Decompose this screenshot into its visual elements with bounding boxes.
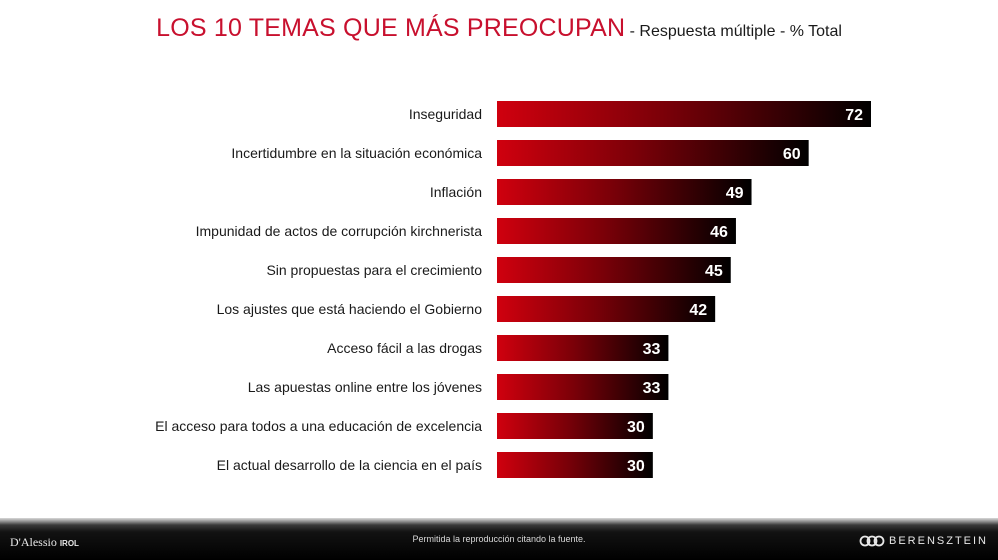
category-label: Impunidad de actos de corrupción kirchne… bbox=[196, 223, 483, 239]
chart-title: LOS 10 TEMAS QUE MÁS PREOCUPAN bbox=[156, 14, 626, 42]
bar bbox=[497, 218, 736, 244]
category-label: Sin propuestas para el crecimiento bbox=[266, 262, 482, 278]
bar bbox=[497, 296, 716, 322]
bar-value-label: 30 bbox=[627, 458, 645, 475]
berensztein-logo-text: BERENSZTEIN bbox=[888, 535, 988, 547]
bar-value-label: 42 bbox=[689, 302, 707, 319]
berensztein-logo: BERENSZTEIN bbox=[859, 535, 988, 547]
footer-bar: D'Alessio IROL Permitida la reproducción… bbox=[0, 518, 998, 560]
bar bbox=[497, 374, 669, 400]
bar-value-label: 30 bbox=[627, 419, 645, 436]
category-label: Las apuestas online entre los jóvenes bbox=[248, 379, 482, 395]
category-label: Incertidumbre en la situación económica bbox=[231, 145, 482, 161]
bar-value-label: 45 bbox=[705, 263, 723, 280]
bar bbox=[497, 413, 653, 439]
bar-value-label: 33 bbox=[643, 380, 661, 397]
bar-value-label: 46 bbox=[710, 224, 728, 241]
category-label: El actual desarrollo de la ciencia en el… bbox=[217, 457, 482, 473]
dalessio-logo-text: D'Alessio bbox=[10, 535, 57, 549]
category-label: Los ajustes que está haciendo el Gobiern… bbox=[217, 301, 483, 317]
dalessio-logo: D'Alessio IROL bbox=[10, 535, 79, 550]
category-label: Inseguridad bbox=[409, 106, 482, 122]
bar-value-label: 60 bbox=[783, 146, 801, 163]
category-label: Inflación bbox=[430, 184, 482, 200]
bar-value-label: 49 bbox=[726, 185, 744, 202]
bar-value-label: 33 bbox=[643, 341, 661, 358]
bar bbox=[497, 452, 653, 478]
bar bbox=[497, 179, 752, 205]
category-label: El acceso para todos a una educación de … bbox=[155, 418, 482, 434]
bar bbox=[497, 101, 871, 127]
bar bbox=[497, 140, 809, 166]
bar bbox=[497, 335, 669, 361]
reproduction-notice: Permitida la reproducción citando la fue… bbox=[412, 534, 586, 544]
bar bbox=[497, 257, 731, 283]
chart-subtitle: - Respuesta múltiple - % Total bbox=[625, 23, 842, 40]
berensztein-mark-icon bbox=[859, 535, 885, 547]
chart-title-block: LOS 10 TEMAS QUE MÁS PREOCUPAN - Respues… bbox=[0, 14, 998, 43]
irol-logo-text: IROL bbox=[59, 539, 79, 548]
category-label: Acceso fácil a las drogas bbox=[327, 340, 482, 356]
bar-value-label: 72 bbox=[845, 107, 863, 124]
